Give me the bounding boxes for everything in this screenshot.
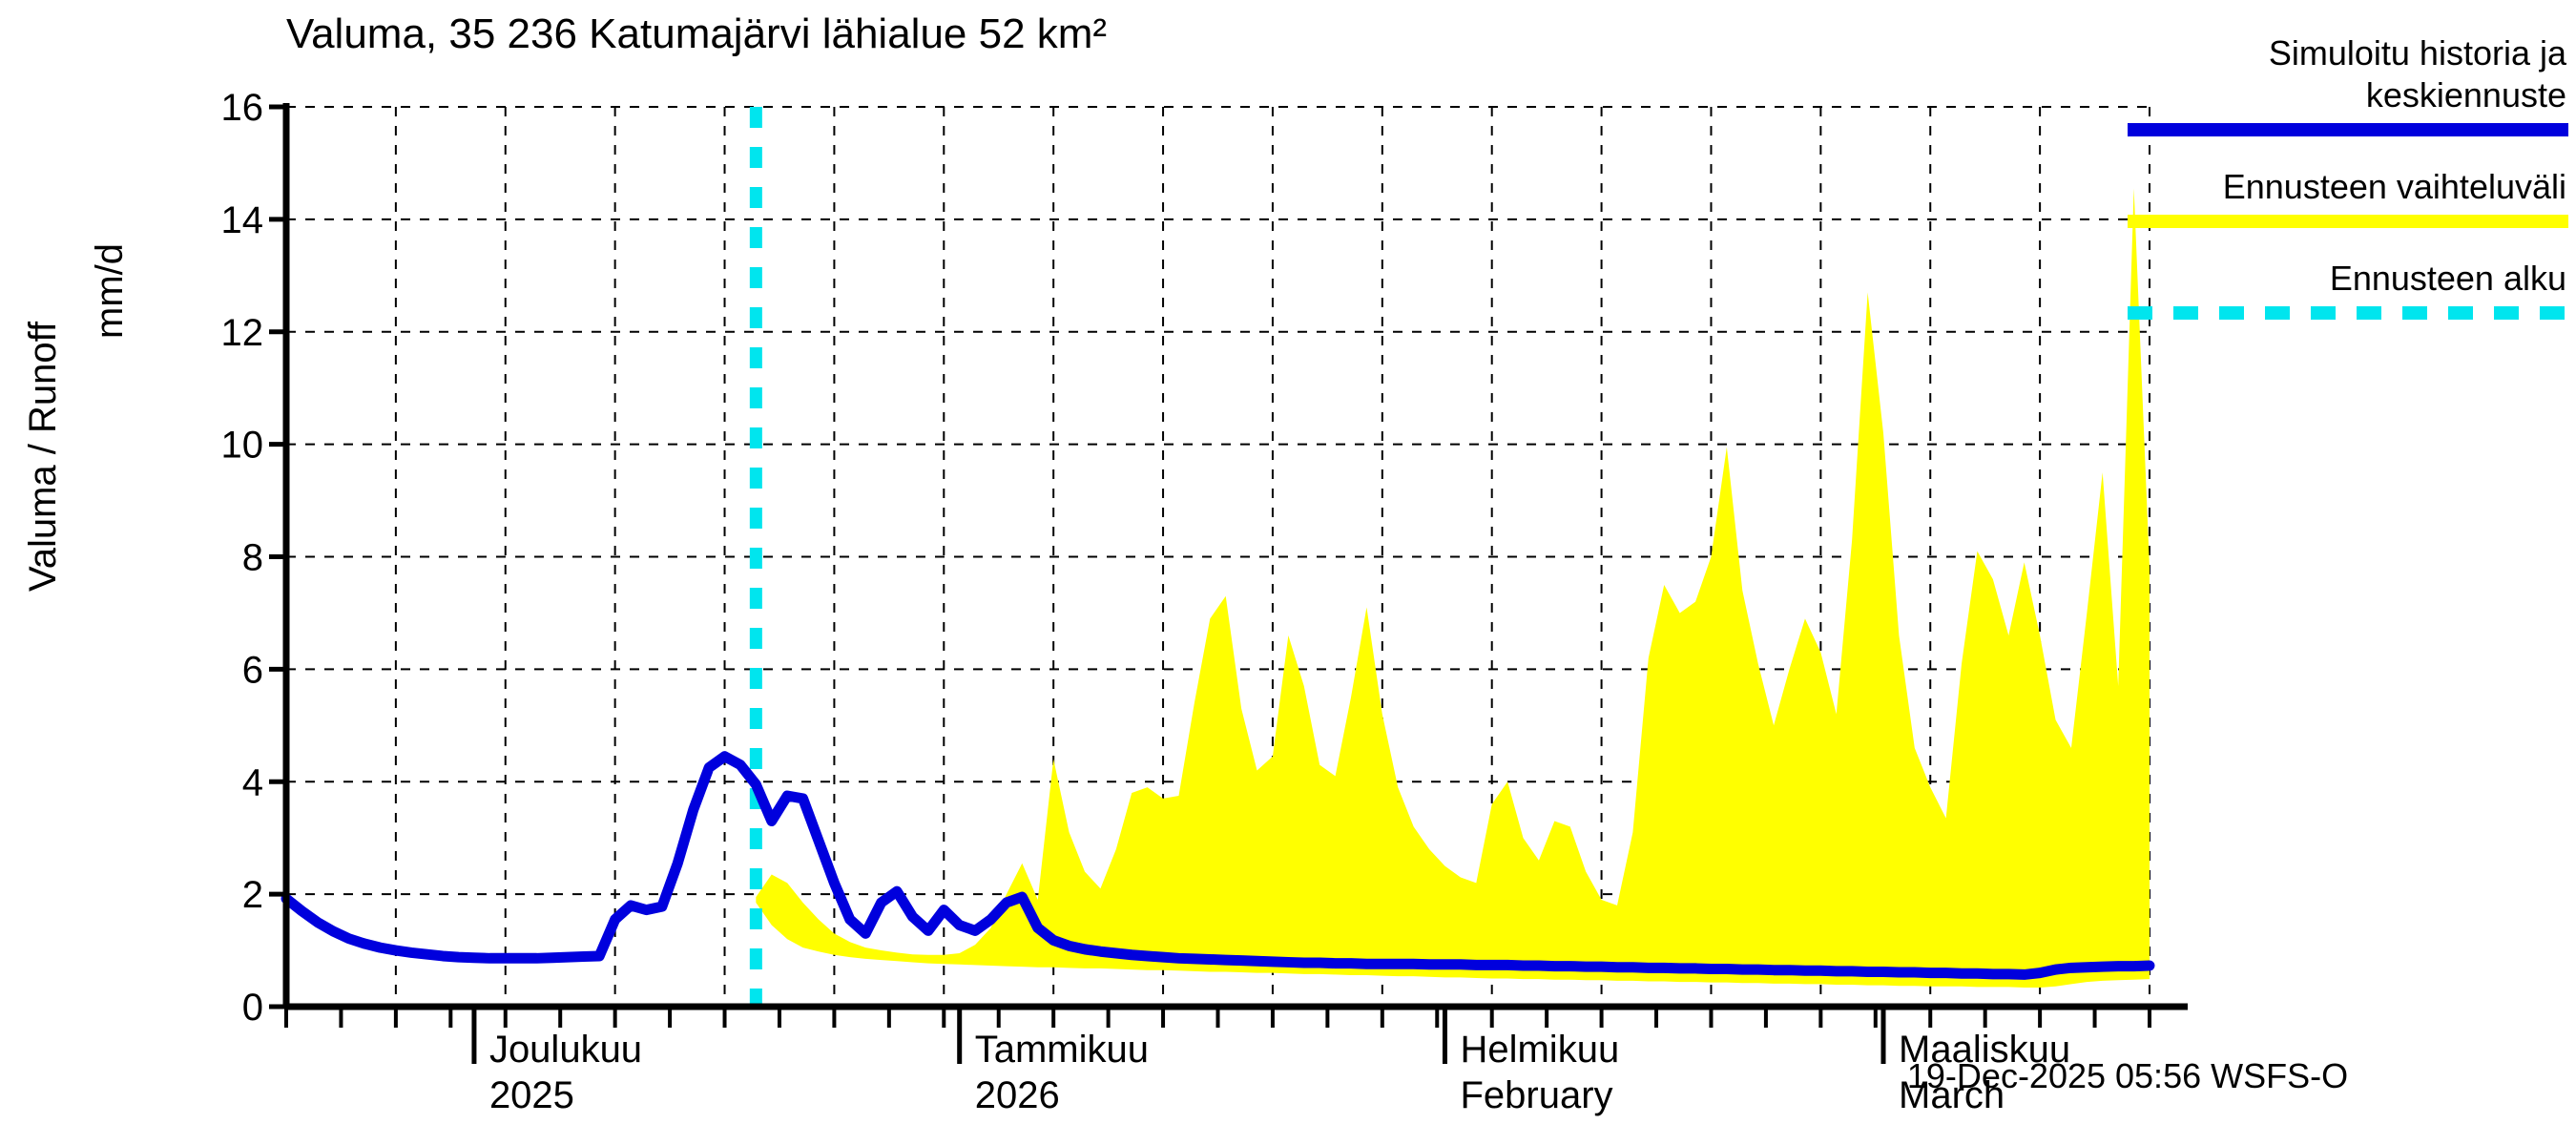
y-axis-title: Valuma / Runoff xyxy=(22,321,64,592)
x-month-label-fi: Tammikuu xyxy=(975,1029,1149,1071)
footer-timestamp: 19-Dec-2025 05:56 WSFS-O xyxy=(1907,1056,2348,1095)
mean-line-path xyxy=(280,751,2155,980)
legend-item[interactable]: Ennusteen alku xyxy=(2128,259,2568,320)
x-month-label-secondary: February xyxy=(1460,1074,1612,1116)
legend-item[interactable]: Ennusteen vaihteluväli xyxy=(2128,167,2568,228)
y-tick-label: 10 xyxy=(221,425,264,467)
x-month-label-fi: Helmikuu xyxy=(1460,1029,1619,1071)
x-month-label-fi: Joulukuu xyxy=(489,1029,642,1071)
legend-label-line1: Simuloitu historia ja xyxy=(2269,33,2567,73)
x-month-label-fi: Maaliskuu xyxy=(1899,1029,2070,1071)
legend-label-line2: keskiennuste xyxy=(2366,75,2566,114)
x-month-label-secondary: 2025 xyxy=(489,1074,574,1116)
axes xyxy=(269,103,2188,1064)
x-month-label-secondary: March xyxy=(1899,1074,2005,1116)
y-tick-label: 0 xyxy=(242,987,263,1029)
chart-title: Valuma, 35 236 Katumajärvi lähialue 52 k… xyxy=(286,10,1107,57)
forecast-range-band xyxy=(756,188,2150,988)
legend-label-line1: Ennusteen vaihteluväli xyxy=(2223,167,2566,206)
y-tick-label: 8 xyxy=(242,537,263,579)
x-month-label-secondary: 2026 xyxy=(975,1074,1060,1116)
mean-forecast-line xyxy=(280,751,2155,980)
y-tick-label: 12 xyxy=(221,312,264,354)
y-axis-unit-label: mm/d xyxy=(89,243,131,339)
legend-label-line1: Ennusteen alku xyxy=(2330,259,2566,298)
y-tick-label: 14 xyxy=(221,199,264,241)
forecast-range-area xyxy=(756,188,2150,988)
y-tick-label: 6 xyxy=(242,649,263,691)
y-tick-label: 2 xyxy=(242,874,263,916)
y-tick-labels: 0 2 4 6 8 10 12 14 16 xyxy=(221,87,264,1029)
y-tick-label: 16 xyxy=(221,87,264,129)
y-tick-label: 4 xyxy=(242,761,263,803)
